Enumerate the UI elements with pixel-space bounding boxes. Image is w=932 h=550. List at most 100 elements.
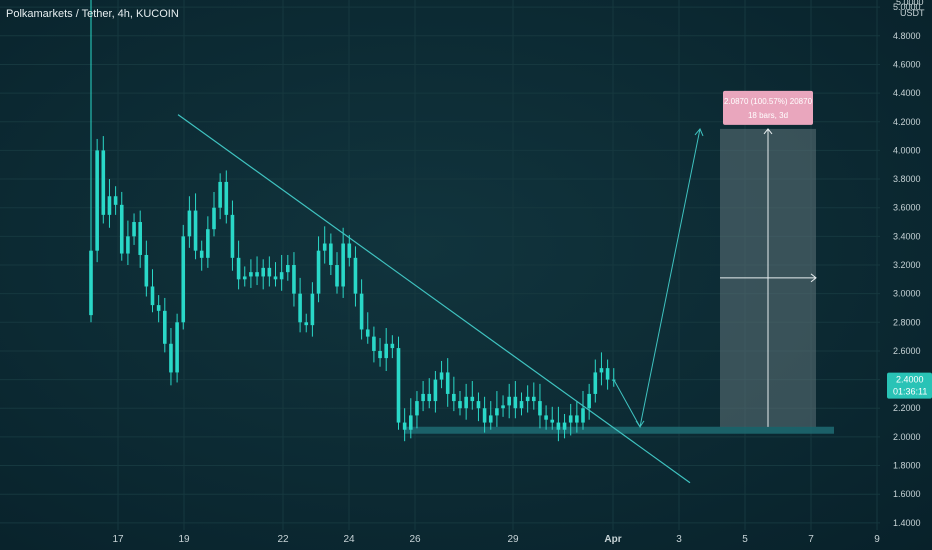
candle-body xyxy=(519,401,524,409)
candle-body xyxy=(409,415,413,430)
candle-body xyxy=(593,372,598,394)
time-tick-label: 29 xyxy=(507,534,519,545)
price-tick-label: 2.6000 xyxy=(893,346,921,356)
candle-body xyxy=(402,422,407,430)
candle-body xyxy=(292,265,296,294)
price-tick-label: 5.0000 xyxy=(896,0,924,7)
candle-body xyxy=(163,310,167,344)
time-tick-label: 9 xyxy=(874,534,880,545)
price-tick-label: 3.4000 xyxy=(893,231,921,241)
candle-body xyxy=(599,368,604,373)
candle-body xyxy=(193,210,198,251)
candle-body xyxy=(476,401,481,409)
candle-body xyxy=(556,422,561,430)
price-tick-label: 4.2000 xyxy=(893,117,921,127)
candle-body xyxy=(310,293,315,326)
candle-body xyxy=(347,243,352,258)
candle-body xyxy=(464,396,468,409)
price-tick-label: 1.8000 xyxy=(893,461,921,471)
price-tick-label: 4.8000 xyxy=(893,31,921,41)
candle-body xyxy=(501,405,505,409)
candle-body xyxy=(538,401,542,416)
candle-body xyxy=(396,348,401,423)
candle-body xyxy=(286,265,290,273)
candle-body xyxy=(144,254,149,287)
price-tick-label: 2.2000 xyxy=(893,403,921,413)
candle-body xyxy=(384,343,388,359)
candle-body xyxy=(525,396,530,402)
price-tick-label: 2.0000 xyxy=(893,432,921,442)
candle-body xyxy=(181,236,186,323)
candle-body xyxy=(101,150,106,215)
candle-body xyxy=(169,343,173,373)
candle-body xyxy=(113,196,118,205)
candle-body xyxy=(550,419,555,423)
candle-body xyxy=(568,415,573,423)
candle-body xyxy=(372,336,376,351)
candle-body xyxy=(495,408,499,416)
projection-arrowhead xyxy=(635,420,645,428)
candle-body xyxy=(206,229,210,258)
support-zone-layer xyxy=(404,426,834,434)
current-price-tag xyxy=(887,372,932,399)
candle-body xyxy=(488,415,493,423)
time-axis[interactable]: 17 19 22 24 26 29 Apr 3 5 7 9 xyxy=(112,534,880,545)
time-tick-label: 3 xyxy=(676,534,682,545)
candle-body xyxy=(458,401,462,409)
candle-body xyxy=(575,415,579,423)
price-axis[interactable]: 5.0000 4.8000 4.6000 4.4000 4.2000 4.0000 3.80… xyxy=(887,0,932,528)
price-tick-label: 3.6000 xyxy=(893,203,921,213)
measure-label xyxy=(723,90,813,125)
candle-body xyxy=(230,214,235,258)
price-tick-label: 1.6000 xyxy=(893,489,921,499)
price-tick-label: 4.4000 xyxy=(893,88,921,98)
candle-body xyxy=(255,272,259,277)
candle-body xyxy=(335,265,339,287)
candle-body xyxy=(353,257,358,294)
time-tick-label: 19 xyxy=(178,534,190,545)
candle-body xyxy=(482,408,487,423)
price-unit-label: USDT xyxy=(900,8,925,18)
time-tick-label: 22 xyxy=(277,534,289,545)
price-tick-label: 1.4000 xyxy=(893,518,921,528)
candle-body xyxy=(187,210,192,237)
price-tick-label: 3.8000 xyxy=(893,174,921,184)
time-tick-label: 26 xyxy=(409,534,421,545)
candle-body xyxy=(261,267,265,277)
candle-body xyxy=(126,236,130,254)
candle-body xyxy=(470,396,475,402)
candle-body xyxy=(156,305,161,311)
candle-body xyxy=(199,250,204,258)
candle-body xyxy=(605,368,610,380)
price-tick-label: 4.0000 xyxy=(893,145,921,155)
candle-body xyxy=(445,372,450,394)
measure-label-line2: 18 bars, 3d xyxy=(748,111,788,120)
price-tick-label: 5.0000 xyxy=(893,2,921,12)
candle-body xyxy=(119,204,124,254)
candle-body xyxy=(421,393,425,402)
candle-body xyxy=(390,343,395,349)
price-tick-label: 3.2000 xyxy=(893,260,921,270)
candle-body xyxy=(378,350,382,359)
candle-body xyxy=(532,396,536,402)
measure-arrowhead xyxy=(810,273,817,283)
candle-body xyxy=(365,329,370,337)
candle-body xyxy=(107,196,112,215)
candle-body xyxy=(236,257,241,280)
descending-trendline xyxy=(177,114,691,484)
drawings-layer: 2.0870 (100.57%) 20870 18 bars, 3d xyxy=(177,90,817,484)
candle-body xyxy=(279,272,284,280)
candle-body xyxy=(322,243,327,251)
current-price-value: 2.4000 xyxy=(896,375,924,385)
support-zone xyxy=(404,426,834,434)
candle-body xyxy=(562,422,567,430)
candle-body xyxy=(298,293,302,323)
candle-body xyxy=(95,150,99,251)
candle-body xyxy=(132,222,136,237)
candle-body xyxy=(212,207,216,230)
candle-body xyxy=(581,408,585,423)
candle-body xyxy=(427,393,432,402)
time-tick-label: 7 xyxy=(808,534,814,545)
